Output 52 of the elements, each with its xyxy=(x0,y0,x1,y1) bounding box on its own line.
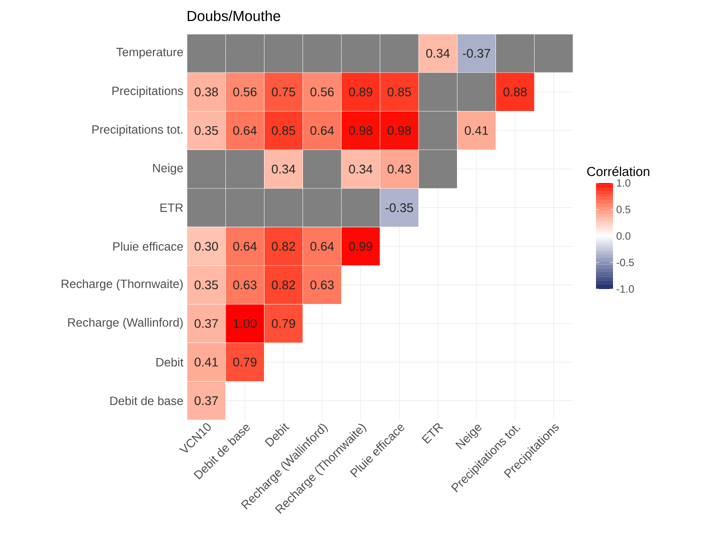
y-tick-label: Precipitations tot. xyxy=(92,124,182,136)
color-bar-label: -0.5 xyxy=(616,258,634,266)
data-label: 0.98 xyxy=(388,126,411,135)
data-label: 0.64 xyxy=(233,242,257,251)
y-tick-label: Precipitations xyxy=(112,86,184,98)
data-label: 0.56 xyxy=(233,87,257,96)
data-label: 0.64 xyxy=(233,126,257,135)
color-bar-title: Corrélation xyxy=(587,166,650,176)
data-label: 0.34 xyxy=(426,48,450,58)
data-label: -0.35 xyxy=(386,203,414,212)
data-label: 0.79 xyxy=(233,358,256,367)
data-label: 0.37 xyxy=(194,396,218,406)
data-label: 0.37 xyxy=(194,319,218,328)
data-label: 0.63 xyxy=(310,280,334,290)
data-label: 0.30 xyxy=(194,242,218,251)
data-label: 0.75 xyxy=(272,87,296,96)
y-tick-label: Temperature xyxy=(116,48,183,59)
color-bar-label: 1.0 xyxy=(617,179,630,187)
data-label: -0.37 xyxy=(462,48,490,58)
data-label: 0.85 xyxy=(272,126,296,135)
data-label: 0.64 xyxy=(310,242,334,251)
data-label: 0.82 xyxy=(272,242,296,251)
color-bar-label: 0.0 xyxy=(616,232,630,240)
data-label: 0.38 xyxy=(194,87,218,96)
data-label: 0.56 xyxy=(310,87,334,96)
data-label: 0.34 xyxy=(349,164,372,174)
y-tick-label: ETR xyxy=(160,204,183,212)
y-tick-label: Neige xyxy=(153,164,183,175)
y-tick-label: Debit de base xyxy=(110,396,183,406)
y-tick-label: Pluie efficace xyxy=(113,242,183,251)
data-label: 0.88 xyxy=(503,87,527,96)
data-label: 0.43 xyxy=(388,164,411,174)
data-label: 0.63 xyxy=(233,280,257,290)
color-bar-label: 0.5 xyxy=(616,206,630,214)
color-bar-label: -1.0 xyxy=(616,285,634,293)
data-label: 0.41 xyxy=(464,126,488,135)
data-label: 0.41 xyxy=(194,358,218,367)
chart-title: Doubs/Mouthe xyxy=(188,10,280,22)
data-label: 0.35 xyxy=(194,126,218,135)
y-tick-label: Debit xyxy=(156,358,184,366)
data-label: 0.89 xyxy=(349,87,372,96)
y-tick-label: Recharge (Wallinford) xyxy=(68,318,183,330)
data-label: 0.64 xyxy=(310,126,334,135)
data-label: 0.35 xyxy=(194,280,218,290)
y-tick-label: Recharge (Thornwaite) xyxy=(62,279,183,290)
data-label: 0.98 xyxy=(349,126,372,135)
data-label: 1.00 xyxy=(234,319,257,328)
data-label: 0.79 xyxy=(272,319,296,328)
data-label: 0.34 xyxy=(272,164,296,174)
data-label: 0.99 xyxy=(349,242,372,251)
data-label: 0.85 xyxy=(388,87,411,96)
data-label: 0.82 xyxy=(272,280,296,290)
